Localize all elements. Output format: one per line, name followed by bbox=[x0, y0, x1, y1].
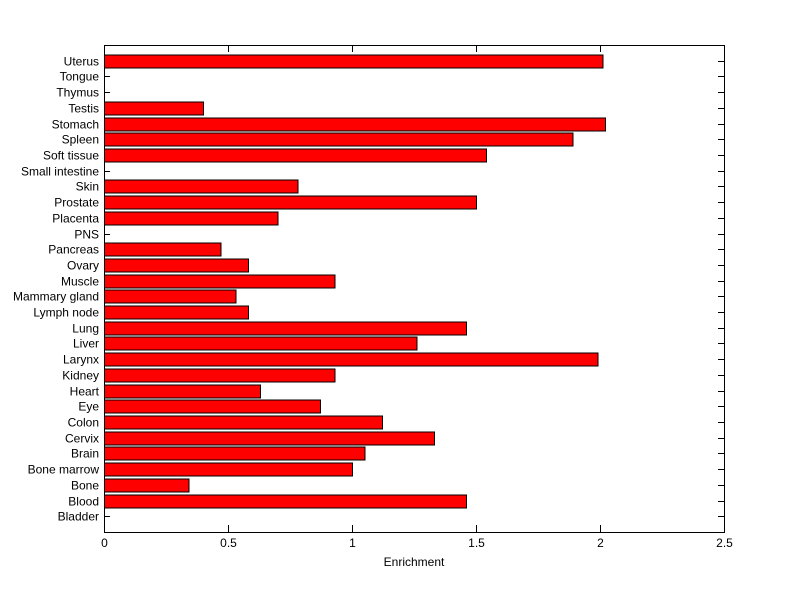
category-label: Heart bbox=[70, 385, 100, 399]
category-label: Blood bbox=[68, 495, 99, 509]
category-label: Soft tissue bbox=[43, 149, 99, 163]
bar bbox=[104, 179, 299, 194]
bar bbox=[104, 478, 190, 493]
bar bbox=[104, 148, 487, 163]
bar bbox=[104, 336, 418, 351]
bar bbox=[104, 384, 262, 399]
bar bbox=[104, 117, 606, 132]
x-tick-label: 0 bbox=[101, 536, 108, 550]
category-label: Bone marrow bbox=[28, 463, 100, 477]
bar bbox=[104, 368, 336, 383]
category-label: Lung bbox=[72, 322, 99, 336]
bar bbox=[104, 258, 249, 273]
category-label: Lymph node bbox=[33, 306, 99, 320]
bar bbox=[104, 195, 477, 210]
category-label: Eye bbox=[78, 400, 99, 414]
category-label: Stomach bbox=[52, 118, 99, 132]
bar bbox=[104, 132, 574, 147]
category-label: Muscle bbox=[61, 275, 99, 289]
bar bbox=[104, 242, 222, 257]
bar bbox=[104, 274, 336, 289]
plot-box bbox=[104, 45, 725, 533]
category-label: PNS bbox=[74, 228, 99, 242]
category-label: Ovary bbox=[67, 259, 99, 273]
category-label: Bladder bbox=[58, 510, 99, 524]
x-tick-label: 1 bbox=[349, 536, 356, 550]
category-label: Spleen bbox=[62, 133, 99, 147]
bar bbox=[104, 211, 279, 226]
category-label: Liver bbox=[73, 337, 99, 351]
category-label: Thymus bbox=[56, 86, 99, 100]
category-label: Bone bbox=[71, 479, 99, 493]
x-tick-label: 2.5 bbox=[716, 536, 733, 550]
category-label: Pancreas bbox=[48, 243, 99, 257]
category-label: Skin bbox=[76, 180, 99, 194]
bar bbox=[104, 352, 599, 367]
bar bbox=[104, 305, 249, 320]
bar bbox=[104, 321, 468, 336]
bar bbox=[104, 54, 604, 69]
category-label: Larynx bbox=[63, 353, 99, 367]
x-axis-label: Enrichment bbox=[383, 555, 445, 569]
x-tick-label: 2 bbox=[597, 536, 604, 550]
bar bbox=[104, 101, 205, 116]
bar bbox=[104, 399, 321, 414]
category-label: Prostate bbox=[54, 196, 99, 210]
bar bbox=[104, 494, 468, 509]
category-label: Brain bbox=[71, 447, 99, 461]
category-label: Mammary gland bbox=[13, 290, 99, 304]
category-label: Uterus bbox=[64, 55, 99, 69]
category-label: Colon bbox=[68, 416, 99, 430]
x-tick-label: 1.5 bbox=[468, 536, 485, 550]
bar bbox=[104, 431, 435, 446]
bar bbox=[104, 289, 237, 304]
category-label: Placenta bbox=[52, 212, 99, 226]
category-label: Testis bbox=[68, 102, 99, 116]
category-label: Kidney bbox=[62, 369, 99, 383]
category-label: Small intestine bbox=[21, 165, 99, 179]
bar bbox=[104, 415, 383, 430]
x-tick-label: 0.5 bbox=[220, 536, 237, 550]
bar bbox=[104, 446, 366, 461]
category-label: Cervix bbox=[65, 432, 99, 446]
bar bbox=[104, 462, 353, 477]
category-label: Tongue bbox=[60, 70, 100, 84]
